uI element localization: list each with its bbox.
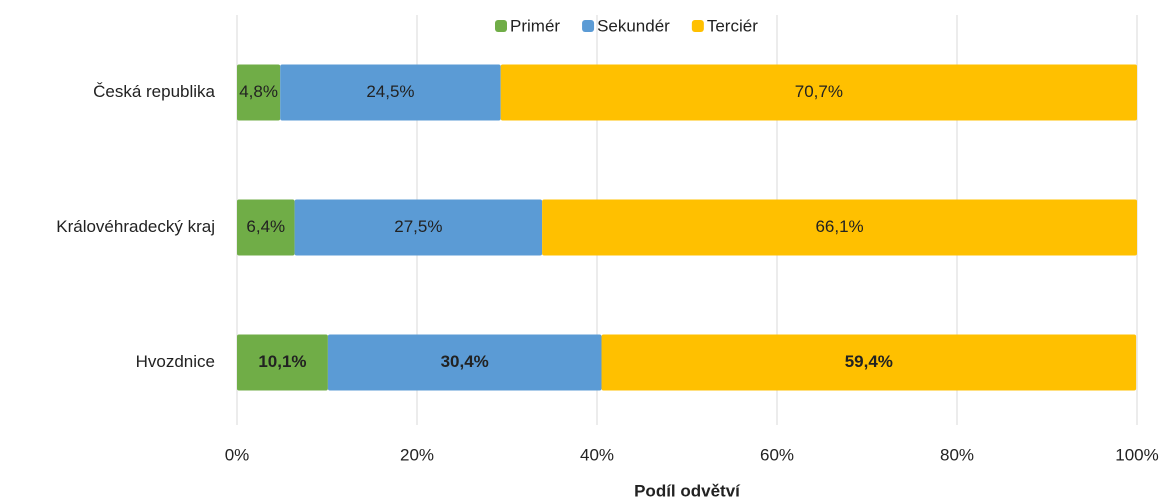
x-tick-label: 40% <box>580 445 614 464</box>
legend-label: Sekundér <box>597 16 670 35</box>
x-tick-label: 0% <box>225 445 250 464</box>
legend-swatch <box>582 20 595 32</box>
data-label: 27,5% <box>394 217 442 236</box>
bar-segment <box>294 199 543 256</box>
legend: Primér Sekundér Terciér <box>495 16 758 35</box>
legend-label: Primér <box>510 16 560 35</box>
data-label: 24,5% <box>366 82 414 101</box>
y-tick-label: Česká republika <box>93 82 215 101</box>
bar-segment <box>542 199 1137 256</box>
data-label: 6,4% <box>246 217 285 236</box>
bar-segment <box>237 199 295 256</box>
data-label: 59,4% <box>845 352 893 371</box>
x-axis-label: Podíl odvětví <box>634 481 741 500</box>
bar-segment <box>280 64 501 121</box>
data-label: 10,1% <box>258 352 306 371</box>
bar-segment <box>327 334 602 391</box>
legend-swatch <box>495 20 507 32</box>
bar-segment <box>237 334 328 391</box>
bar-segment <box>237 64 281 121</box>
data-label: 70,7% <box>795 82 843 101</box>
data-label: 30,4% <box>441 352 489 371</box>
bar-segment <box>601 334 1137 391</box>
bar-segment <box>500 64 1137 121</box>
x-tick-label: 80% <box>940 445 974 464</box>
legend-swatch <box>691 20 704 32</box>
x-tick-label: 60% <box>760 445 794 464</box>
legend-label: Terciér <box>707 16 758 35</box>
data-label: 4,8% <box>239 82 278 101</box>
x-tick-label: 100% <box>1115 445 1158 464</box>
y-tick-label: Hvozdnice <box>136 352 215 371</box>
y-tick-label: Královéhradecký kraj <box>56 217 215 236</box>
x-tick-label: 20% <box>400 445 434 464</box>
data-label: 66,1% <box>815 217 863 236</box>
